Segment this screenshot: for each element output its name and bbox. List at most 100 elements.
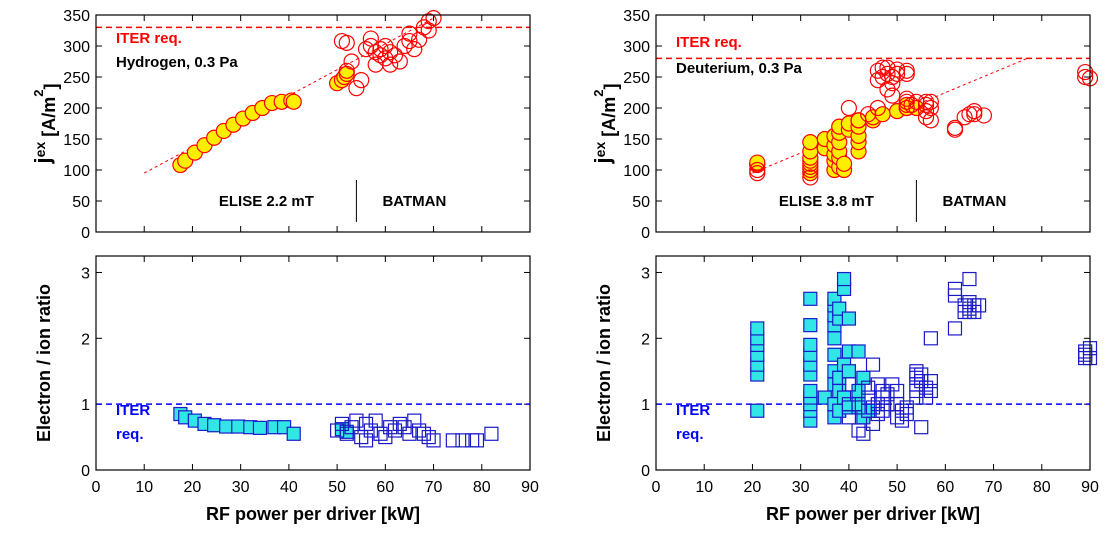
y-axis-label-part: j bbox=[30, 157, 55, 164]
data-point bbox=[898, 65, 915, 83]
data-point bbox=[899, 400, 914, 415]
data-point bbox=[358, 433, 374, 448]
data-point bbox=[975, 107, 993, 124]
reference-label: req. bbox=[676, 426, 704, 443]
data-point bbox=[750, 321, 765, 336]
data-point bbox=[851, 400, 866, 415]
data-point bbox=[856, 426, 871, 441]
y-tick-label: 300 bbox=[623, 39, 650, 56]
plot-frame bbox=[95, 14, 531, 233]
data-point bbox=[841, 311, 856, 326]
data-point bbox=[426, 433, 441, 448]
data-point bbox=[956, 109, 973, 126]
data-point bbox=[856, 370, 871, 385]
data-point bbox=[836, 271, 852, 287]
data-point bbox=[392, 416, 407, 432]
x-tick-label: 70 bbox=[425, 479, 443, 496]
data-point bbox=[420, 13, 437, 30]
x-tick-label: 10 bbox=[135, 479, 153, 496]
data-point bbox=[894, 403, 910, 418]
data-point bbox=[286, 426, 301, 441]
x-tick-label: 40 bbox=[280, 479, 298, 496]
data-point bbox=[923, 374, 938, 389]
y-axis-label-part: ex bbox=[592, 142, 608, 158]
data-point bbox=[353, 71, 370, 89]
data-point bbox=[1077, 63, 1094, 81]
data-point bbox=[231, 419, 246, 434]
y-tick-label: 200 bbox=[623, 101, 650, 118]
data-point bbox=[923, 331, 938, 346]
y-axis-label-part: ] bbox=[41, 84, 61, 90]
data-point bbox=[425, 10, 442, 27]
data-point bbox=[386, 47, 404, 64]
region-label: BATMAN bbox=[942, 193, 1006, 210]
data-point bbox=[879, 59, 896, 76]
reference-label: ITER bbox=[116, 402, 150, 419]
region-label: BATMAN bbox=[382, 193, 446, 210]
data-point bbox=[909, 390, 924, 405]
data-point bbox=[749, 165, 766, 182]
data-point bbox=[865, 357, 881, 372]
y-tick-label: 0 bbox=[81, 463, 90, 480]
x-tick-label: 90 bbox=[521, 479, 539, 496]
data-point bbox=[363, 423, 378, 438]
y-axis-label: jex [A/m2] bbox=[30, 84, 61, 165]
data-point bbox=[396, 37, 413, 55]
data-point bbox=[802, 134, 819, 151]
data-point bbox=[377, 37, 394, 55]
y-axis-label-part: [A/m bbox=[39, 97, 59, 142]
data-point bbox=[851, 344, 866, 359]
data-point bbox=[827, 331, 842, 346]
y-tick-label: 250 bbox=[623, 70, 650, 87]
data-point bbox=[349, 413, 364, 428]
data-point bbox=[869, 62, 886, 79]
x-tick-label: 80 bbox=[473, 479, 491, 496]
reference-label: ITER bbox=[676, 402, 710, 419]
x-tick-label: 50 bbox=[328, 479, 346, 496]
y-tick-label: 2 bbox=[81, 331, 90, 348]
data-point bbox=[840, 99, 857, 117]
y-tick-label: 350 bbox=[623, 8, 650, 25]
data-point bbox=[803, 291, 818, 306]
data-point bbox=[860, 106, 877, 123]
data-point bbox=[889, 61, 906, 78]
data-point bbox=[841, 410, 856, 425]
data-point bbox=[407, 413, 422, 428]
data-point bbox=[415, 19, 433, 36]
y-axis-label-part: ex bbox=[32, 142, 48, 158]
x-tick-label: 90 bbox=[1081, 479, 1099, 496]
x-tick-label: 40 bbox=[840, 479, 858, 496]
y-tick-label: 200 bbox=[63, 101, 90, 118]
data-point bbox=[917, 102, 935, 120]
y-tick-label: 3 bbox=[81, 265, 90, 282]
data-point bbox=[917, 109, 935, 126]
data-point bbox=[865, 416, 881, 432]
data-point bbox=[947, 321, 963, 336]
data-point bbox=[946, 119, 964, 136]
data-point bbox=[348, 80, 365, 97]
data-point bbox=[749, 161, 766, 179]
data-point bbox=[465, 433, 480, 448]
y-axis-label: Electron / ion ratio bbox=[594, 284, 614, 442]
data-point bbox=[406, 40, 423, 58]
y-tick-label: 150 bbox=[623, 132, 650, 149]
data-point bbox=[966, 102, 983, 120]
y-axis-label: Electron / ion ratio bbox=[34, 284, 54, 442]
data-point bbox=[219, 419, 234, 434]
plot-frame bbox=[95, 255, 531, 471]
region-label: ELISE 2.2 mT bbox=[219, 193, 314, 210]
data-point bbox=[898, 93, 915, 110]
y-tick-label: 100 bbox=[63, 163, 90, 180]
y-tick-label: 300 bbox=[63, 39, 90, 56]
data-point bbox=[851, 423, 866, 438]
data-point bbox=[803, 318, 818, 333]
reference-label: req. bbox=[116, 426, 144, 443]
x-tick-label: 30 bbox=[232, 479, 250, 496]
data-point bbox=[391, 53, 408, 70]
data-point bbox=[334, 416, 350, 432]
reference-label: ITER req. bbox=[676, 34, 742, 51]
data-point bbox=[338, 34, 355, 52]
data-point bbox=[484, 426, 499, 441]
y-tick-label: 250 bbox=[63, 70, 90, 87]
data-point bbox=[861, 380, 876, 395]
